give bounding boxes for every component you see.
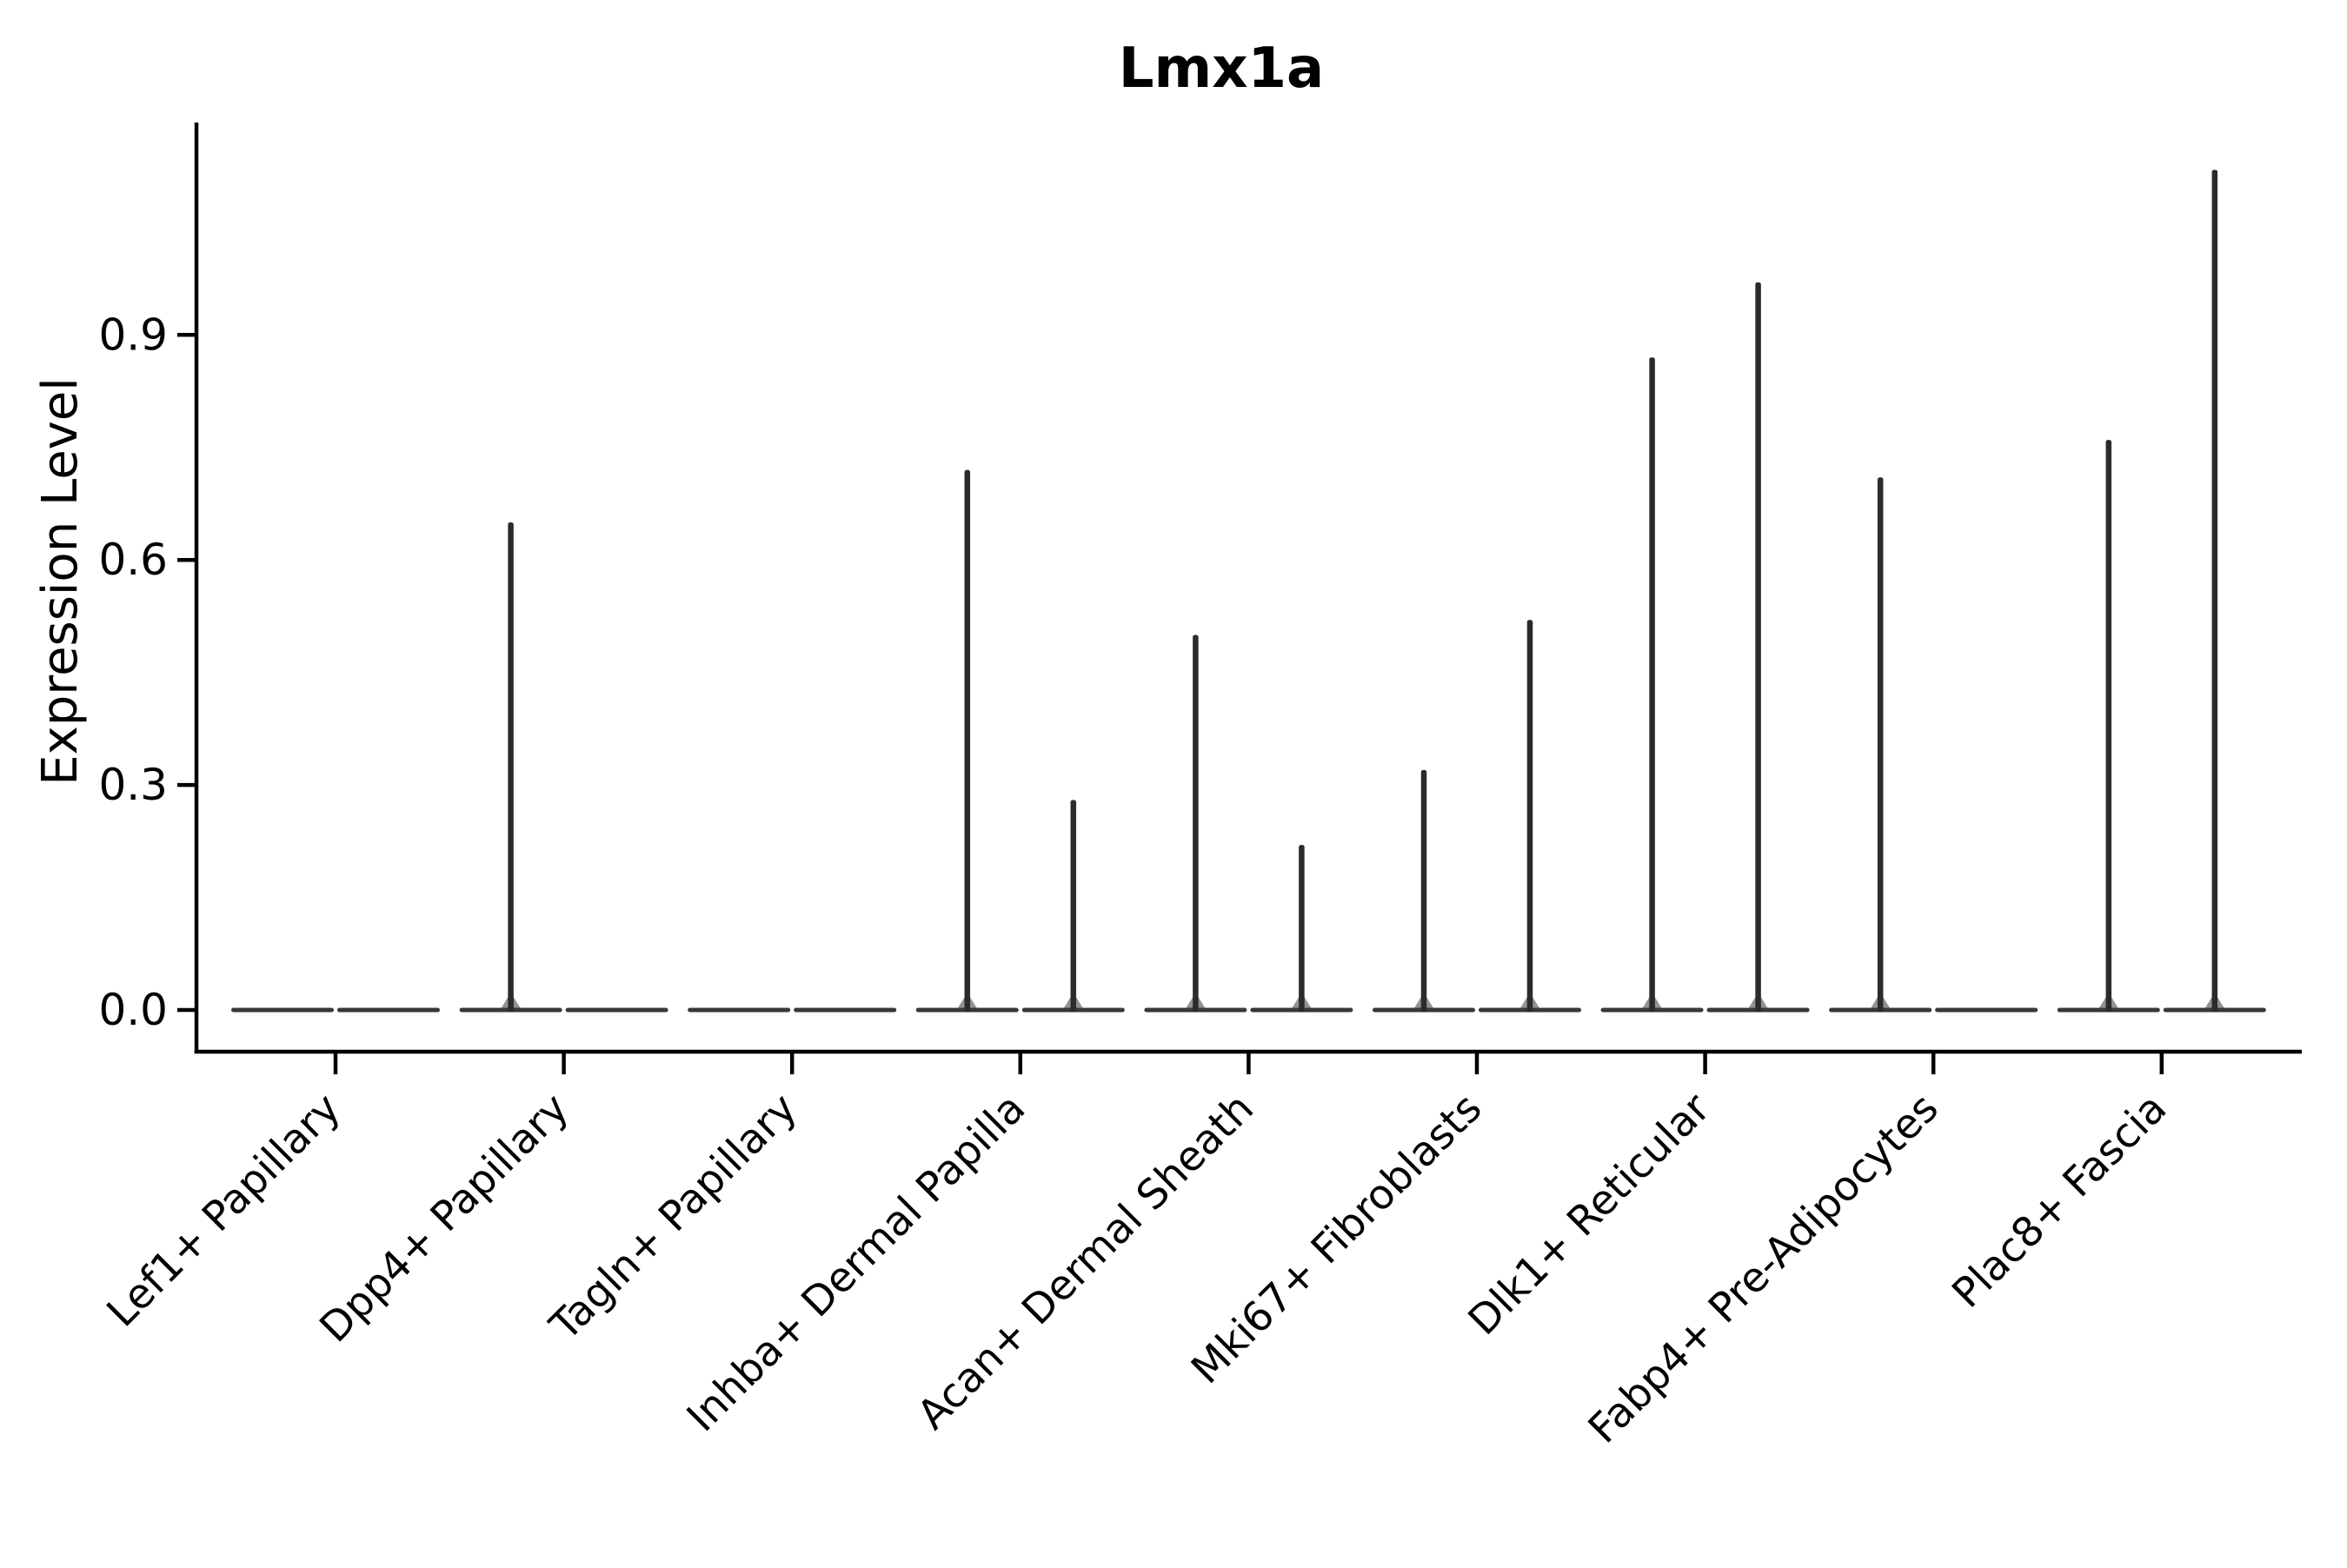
violin-spike [2105, 440, 2112, 1012]
violin-baseline [794, 1007, 897, 1013]
violin-category [688, 1007, 897, 1013]
x-tick-label: Plac8+ Fascia [1943, 1085, 2176, 1318]
violin-category [459, 522, 668, 1013]
violin-spike [1526, 620, 1533, 1012]
y-tick-label: 0.6 [98, 535, 168, 585]
violin-spike [2211, 169, 2218, 1012]
violin-category [1829, 477, 2038, 1013]
chart-title: Lmx1a [1119, 37, 1324, 101]
x-tick-label: Dlk1+ Reticular [1459, 1084, 1720, 1345]
x-tick-label: Dpp4+ Papillary [310, 1085, 578, 1352]
violin-baseline [1935, 1007, 2038, 1013]
y-tick-label: 0.9 [98, 309, 168, 360]
x-tick-label: Tagln+ Papillary [541, 1085, 807, 1351]
violin-baseline [688, 1007, 791, 1013]
violin-spike [1755, 282, 1761, 1012]
y-tick-label: 0.3 [98, 760, 168, 810]
violin-spike [964, 469, 971, 1012]
x-tick-label: Lef1+ Papillary [98, 1085, 350, 1337]
violin-category [1373, 620, 1581, 1013]
y-axis-label: Expression Level [32, 377, 89, 786]
violin-spike [1877, 477, 1884, 1012]
violin-category [915, 469, 1125, 1013]
violin-spike [1649, 357, 1655, 1012]
violin-category [1144, 635, 1353, 1013]
y-axis-ticks: 0.0 0.3 0.6 0.9 [98, 309, 196, 1035]
violin-spike [1193, 635, 1199, 1012]
violin-category [2057, 169, 2266, 1013]
y-tick-label: 0.0 [98, 985, 168, 1035]
violin-category [1600, 282, 1810, 1013]
violin-spike [1420, 769, 1427, 1012]
violin-baseline [565, 1007, 668, 1013]
violin-spike [508, 522, 514, 1012]
violin-category [231, 1007, 440, 1013]
violins-layer [231, 169, 2266, 1013]
violin-spike [1070, 800, 1077, 1012]
violin-baseline [337, 1007, 440, 1013]
violin-baseline [231, 1007, 334, 1013]
violin-spike [1299, 845, 1305, 1012]
